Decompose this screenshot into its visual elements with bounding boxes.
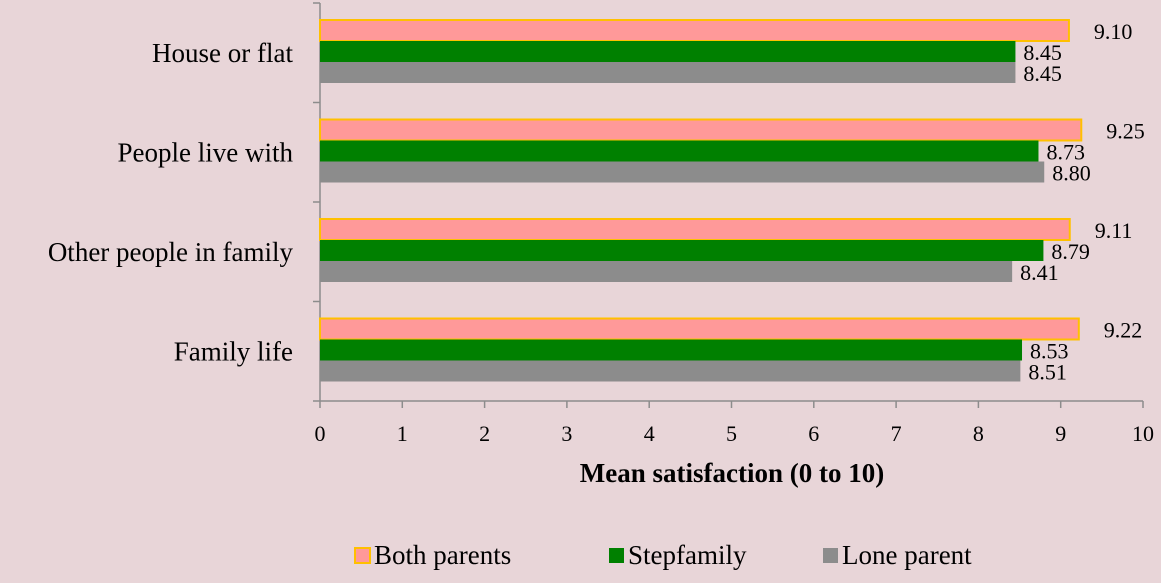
category-label: House or flat bbox=[152, 38, 293, 68]
bar bbox=[320, 140, 1039, 162]
category-label: People live with bbox=[118, 137, 294, 167]
x-axis-title: Mean satisfaction (0 to 10) bbox=[580, 458, 884, 488]
bar bbox=[319, 317, 1080, 341]
data-label: 8.80 bbox=[1052, 161, 1091, 186]
data-label: 9.10 bbox=[1094, 19, 1133, 44]
data-label: 9.25 bbox=[1106, 119, 1145, 144]
legend-label: Lone parent bbox=[842, 540, 972, 570]
x-tick-label: 3 bbox=[561, 421, 572, 446]
x-tick-label: 10 bbox=[1132, 421, 1154, 446]
bar bbox=[320, 240, 1044, 261]
data-label: 8.41 bbox=[1020, 260, 1059, 285]
bar bbox=[319, 19, 1070, 42]
bar bbox=[320, 62, 1016, 83]
legend-swatch bbox=[354, 547, 371, 564]
bar bbox=[320, 261, 1013, 282]
bar bbox=[319, 118, 1083, 142]
bar bbox=[319, 218, 1071, 241]
bar bbox=[320, 360, 1021, 382]
data-label: 8.45 bbox=[1023, 61, 1062, 86]
category-label: Family life bbox=[174, 336, 293, 366]
data-label: 8.53 bbox=[1030, 339, 1069, 364]
legend-label: Stepfamily bbox=[628, 540, 747, 570]
x-tick-label: 1 bbox=[397, 421, 408, 446]
legend-swatch bbox=[823, 548, 838, 563]
bars bbox=[319, 19, 1083, 382]
category-label: Other people in family bbox=[48, 237, 294, 267]
data-label: 8.51 bbox=[1028, 360, 1067, 385]
data-label: 9.22 bbox=[1104, 318, 1143, 343]
x-tick-label: 4 bbox=[644, 421, 655, 446]
x-tick-label: 5 bbox=[726, 421, 737, 446]
x-tick-label: 6 bbox=[808, 421, 819, 446]
x-tick-label: 9 bbox=[1055, 421, 1066, 446]
bar bbox=[320, 161, 1045, 183]
x-tick-label: 8 bbox=[973, 421, 984, 446]
data-label: 8.73 bbox=[1046, 140, 1085, 165]
x-tick-label: 7 bbox=[891, 421, 902, 446]
data-label: 8.79 bbox=[1051, 239, 1090, 264]
legend-swatch bbox=[609, 548, 624, 563]
labels: 0 1 2 3 4 5 6 7 8 9 10 House or flat People live wit… bbox=[48, 19, 1154, 446]
data-label: 8.45 bbox=[1023, 40, 1062, 65]
x-tick-label: 0 bbox=[315, 421, 326, 446]
bar bbox=[320, 339, 1023, 361]
data-label: 9.11 bbox=[1095, 218, 1133, 243]
legend-label: Both parents bbox=[374, 540, 511, 570]
x-tick-label: 2 bbox=[479, 421, 490, 446]
bar bbox=[320, 41, 1016, 62]
legend: Both parents Stepfamily Lone parent bbox=[354, 540, 972, 570]
